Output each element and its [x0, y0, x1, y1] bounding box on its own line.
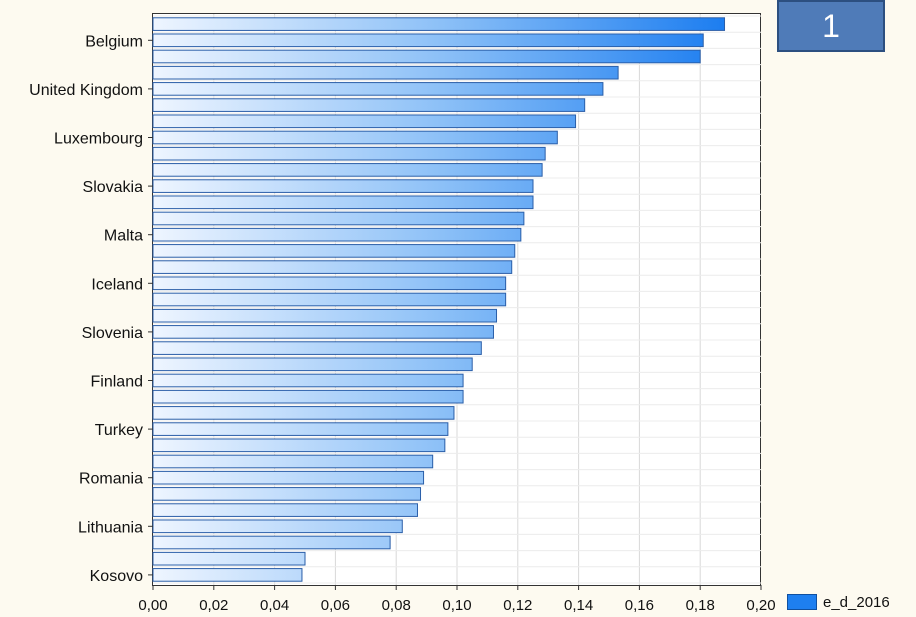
y-tick-label: Finland	[91, 374, 143, 391]
legend-label: e_d_2016	[823, 593, 890, 611]
y-tick-label: United Kingdom	[29, 82, 143, 99]
bar	[152, 260, 513, 274]
y-tick-label: Belgium	[85, 33, 143, 50]
y-tick-label: Iceland	[91, 276, 143, 293]
y-tick-label: Slovakia	[83, 179, 144, 196]
bar	[152, 211, 525, 226]
y-tick-label: Luxembourg	[54, 131, 143, 148]
bar	[152, 308, 498, 323]
y-tick-label: Turkey	[95, 422, 143, 439]
y-tick-label: Romania	[79, 471, 143, 488]
bar	[152, 487, 422, 501]
bar	[152, 422, 449, 436]
bar	[152, 551, 306, 566]
x-tick-label: 0,18	[686, 597, 715, 614]
bar	[152, 535, 391, 550]
x-tick-label: 0,12	[503, 597, 532, 614]
bar	[152, 357, 473, 372]
bar	[152, 163, 543, 177]
slide-number-badge: 1	[777, 0, 885, 52]
y-tick-label: Malta	[104, 228, 143, 245]
bar	[152, 17, 726, 31]
x-tick-label: 0,02	[199, 597, 228, 614]
bar	[152, 470, 425, 485]
x-tick-label: 0,20	[746, 597, 775, 614]
bar	[152, 33, 704, 48]
bar	[152, 568, 303, 582]
bar	[152, 82, 604, 96]
bar	[152, 276, 507, 291]
bar	[152, 49, 701, 64]
legend: e_d_2016	[787, 592, 890, 612]
y-tick-label: Lithuania	[78, 519, 143, 536]
y-tick-label: Slovenia	[82, 325, 143, 342]
bar	[152, 179, 534, 193]
x-tick-label: 0,00	[138, 597, 167, 614]
y-tick-label: Kosovo	[90, 568, 143, 585]
bar	[152, 146, 546, 161]
bar	[152, 406, 455, 420]
bar	[152, 341, 482, 355]
bar	[152, 130, 558, 145]
bar	[152, 503, 418, 517]
bar	[152, 244, 516, 258]
bar	[152, 98, 586, 112]
x-tick-label: 0,16	[625, 597, 654, 614]
x-tick-label: 0,08	[382, 597, 411, 614]
bar	[152, 325, 494, 339]
bar	[152, 389, 464, 404]
bar	[152, 292, 507, 307]
bar	[152, 438, 446, 453]
bar	[152, 519, 403, 534]
x-tick-label: 0,10	[442, 597, 471, 614]
bar	[152, 65, 619, 80]
bar	[152, 373, 464, 388]
bar	[152, 227, 522, 242]
bar	[152, 195, 534, 210]
x-tick-label: 0,14	[564, 597, 593, 614]
legend-swatch	[787, 594, 817, 610]
bar	[152, 114, 577, 129]
x-tick-label: 0,06	[321, 597, 350, 614]
x-tick-label: 0,04	[260, 597, 289, 614]
bar	[152, 454, 434, 469]
